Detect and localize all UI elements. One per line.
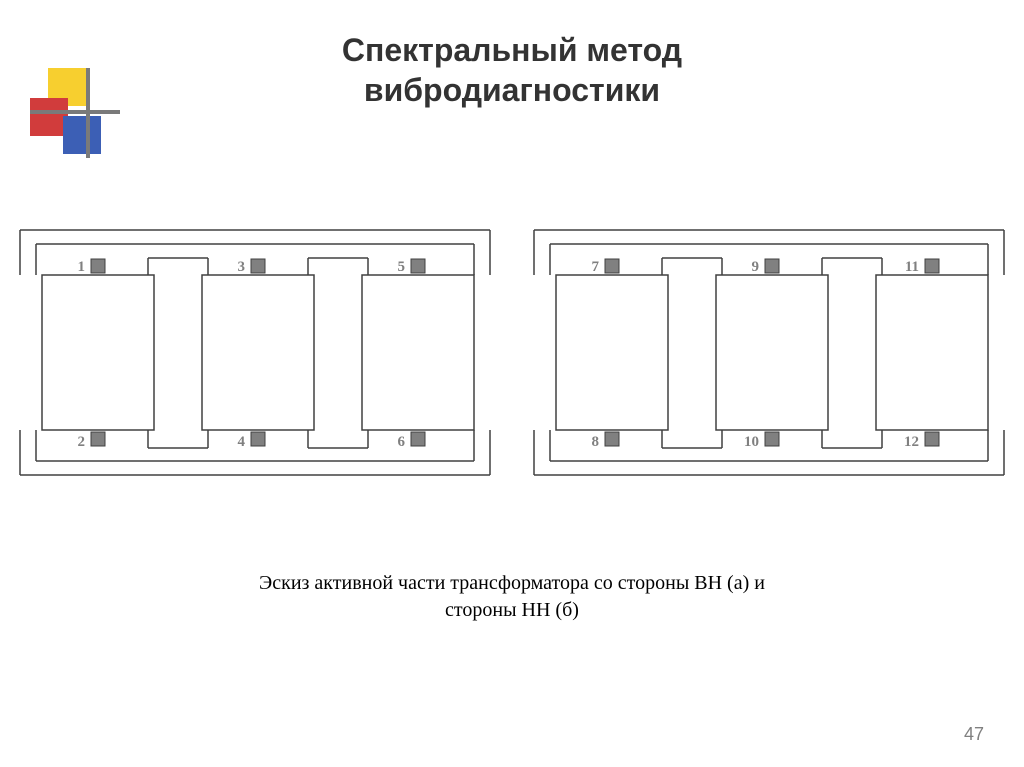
title-line-1: Спектральный метод <box>0 30 1024 70</box>
svg-text:9: 9 <box>752 259 760 275</box>
svg-text:3: 3 <box>238 259 246 275</box>
svg-text:6: 6 <box>398 434 406 450</box>
svg-text:12: 12 <box>904 434 919 450</box>
figure-caption: Эскиз активной части трансформатора со с… <box>0 570 1024 624</box>
logo-bar-horizontal <box>30 110 120 114</box>
svg-text:5: 5 <box>398 259 406 275</box>
svg-text:11: 11 <box>905 259 919 275</box>
svg-text:8: 8 <box>592 434 600 450</box>
svg-text:10: 10 <box>744 434 759 450</box>
caption-line-1: Эскиз активной части трансформатора со с… <box>0 570 1024 597</box>
transformer-diagram: 123456789101112 <box>0 210 1024 510</box>
diagram-svg: 123456789101112 <box>0 210 1024 510</box>
svg-text:1: 1 <box>78 259 86 275</box>
svg-text:2: 2 <box>78 434 86 450</box>
svg-text:7: 7 <box>592 259 600 275</box>
title-line-2: вибродиагностики <box>0 70 1024 110</box>
page-number: 47 <box>964 724 984 745</box>
page-title: Спектральный метод вибродиагностики <box>0 30 1024 110</box>
logo-square-blue <box>63 116 101 154</box>
caption-line-2: стороны НН (б) <box>0 597 1024 624</box>
svg-text:4: 4 <box>238 434 246 450</box>
